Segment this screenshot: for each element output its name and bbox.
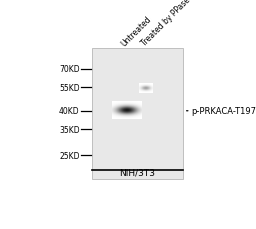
Bar <box>92 49 183 179</box>
Text: NIH/3T3: NIH/3T3 <box>119 168 155 177</box>
Text: 25KD: 25KD <box>59 151 80 160</box>
Text: p-PRKACA-T197: p-PRKACA-T197 <box>192 107 256 116</box>
Text: Untreated: Untreated <box>120 14 154 48</box>
Text: 55KD: 55KD <box>59 83 80 92</box>
Text: Treated by PPase: Treated by PPase <box>140 0 192 48</box>
Text: 35KD: 35KD <box>59 125 80 134</box>
Text: 40KD: 40KD <box>59 107 80 116</box>
Text: 70KD: 70KD <box>59 65 80 74</box>
